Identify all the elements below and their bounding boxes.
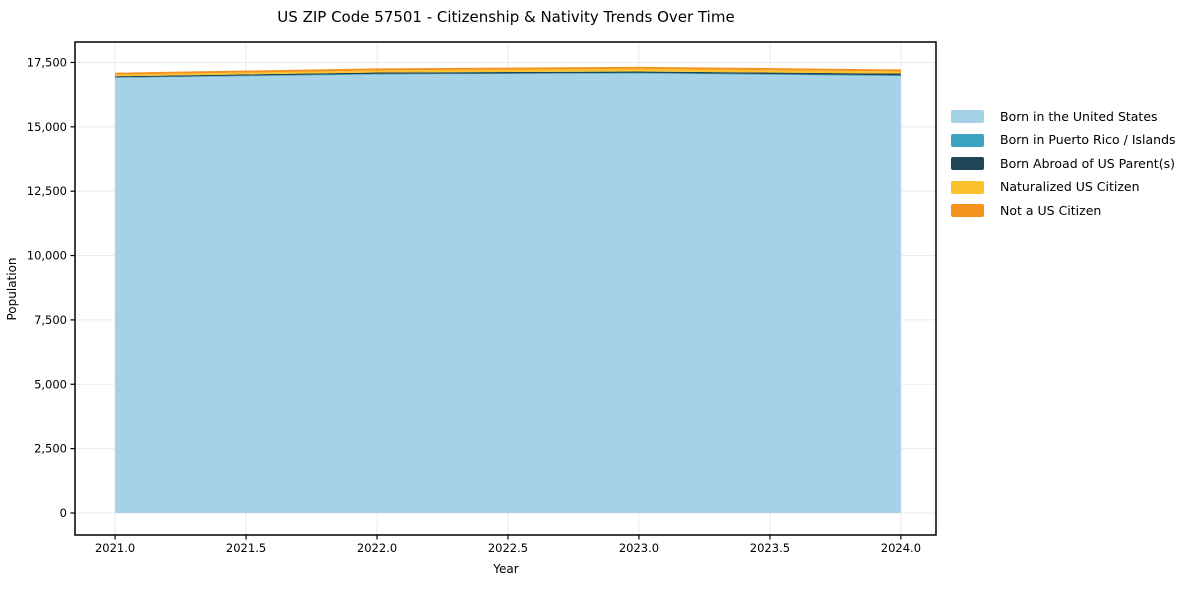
area-not-a-us-citizen bbox=[115, 66, 901, 75]
legend-label: Naturalized US Citizen bbox=[1000, 179, 1140, 194]
y-axis-label: Population bbox=[5, 257, 19, 320]
area-born-puerto-rico-islands bbox=[115, 72, 901, 78]
legend-item-born-abroad-us-parents: Born Abroad of US Parent(s) bbox=[951, 152, 1176, 176]
legend-swatch-naturalized-us-citizen bbox=[951, 180, 984, 194]
legend-item-naturalized-us-citizen: Naturalized US Citizen bbox=[951, 176, 1176, 200]
y-tick-label: 7,500 bbox=[34, 313, 67, 327]
legend-swatch-born-puerto-rico-islands bbox=[951, 133, 984, 147]
x-tick-label: 2022.5 bbox=[488, 541, 528, 555]
chart-layers: 2021.0 2021.5 2022.0 2022.5 2023.0 2023.5 2024… bbox=[27, 41, 937, 555]
chart-title: US ZIP Code 57501 - Citizenship & Nativi… bbox=[277, 8, 734, 26]
x-tick-label: 2021.0 bbox=[95, 541, 135, 555]
x-axis-label: Year bbox=[492, 562, 518, 576]
legend-swatch-born-abroad-us-parents bbox=[951, 157, 984, 171]
legend-label: Born in Puerto Rico / Islands bbox=[1000, 132, 1176, 147]
y-tick-label: 0 bbox=[60, 506, 67, 520]
legend-swatch-born-in-us bbox=[951, 110, 984, 124]
area-naturalized-us-citizen bbox=[115, 68, 901, 77]
legend: Born in the United States Born in Puerto … bbox=[951, 105, 1176, 223]
legend-swatch-not-a-us-citizen bbox=[951, 204, 984, 218]
area-born-in-us bbox=[115, 73, 901, 513]
plot-border bbox=[74, 41, 937, 536]
legend-label: Born Abroad of US Parent(s) bbox=[1000, 155, 1175, 171]
x-tick-label: 2023.5 bbox=[750, 541, 790, 555]
x-tick-label: 2021.5 bbox=[226, 541, 266, 555]
legend-item-born-puerto-rico-islands: Born in Puerto Rico / Islands bbox=[951, 129, 1176, 153]
y-tick-label: 10,000 bbox=[27, 249, 67, 263]
y-tick-label: 15,000 bbox=[27, 120, 67, 134]
legend-item-not-a-us-citizen: Not a US Citizen bbox=[951, 199, 1176, 223]
y-tick-label: 5,000 bbox=[34, 377, 67, 391]
x-tick-label: 2024.0 bbox=[881, 541, 921, 555]
area-born-abroad-us-parents bbox=[115, 71, 901, 78]
legend-item-born-in-us: Born in the United States bbox=[951, 105, 1176, 129]
x-tick-label: 2023.0 bbox=[619, 541, 659, 555]
x-tick-label: 2022.0 bbox=[357, 541, 397, 555]
y-tick-label: 12,500 bbox=[27, 184, 67, 198]
y-tick-label: 2,500 bbox=[34, 442, 67, 456]
legend-label: Not a US Citizen bbox=[1000, 202, 1102, 218]
y-tick-label: 17,500 bbox=[27, 55, 67, 69]
legend-label: Born in the United States bbox=[1000, 108, 1158, 124]
